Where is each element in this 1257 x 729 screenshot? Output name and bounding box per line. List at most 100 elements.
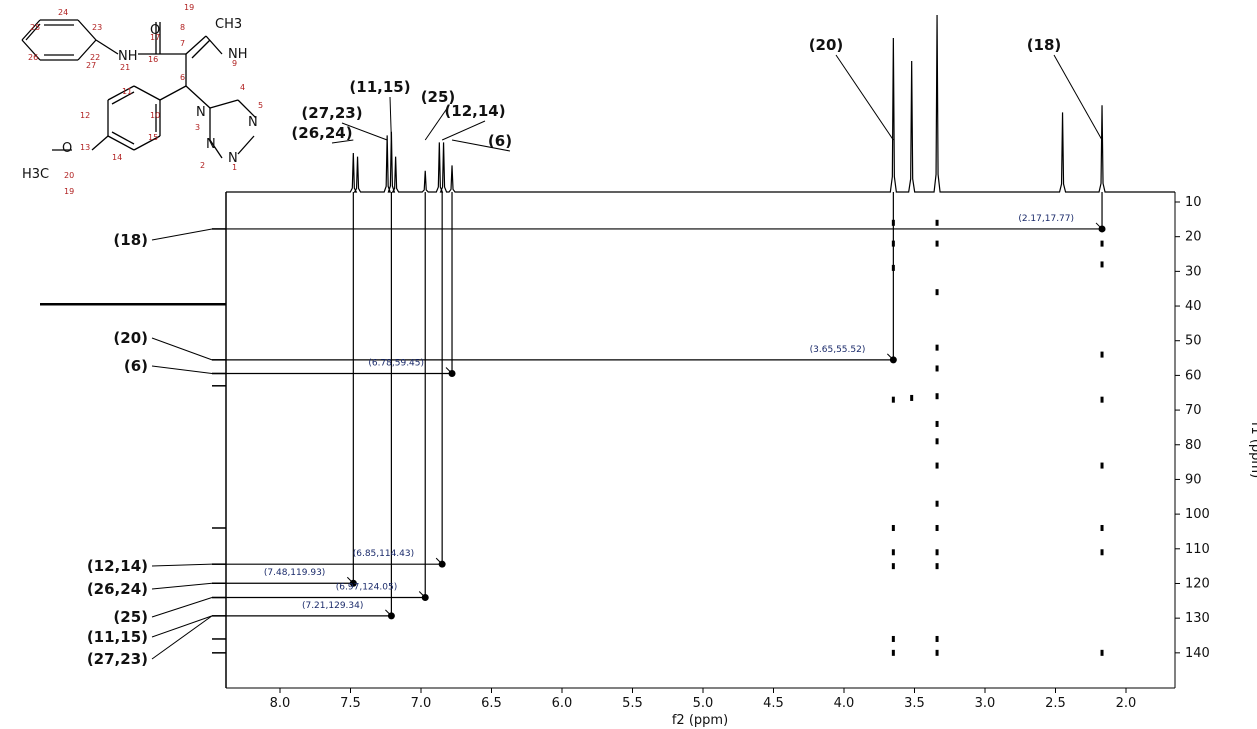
atom-number: 9 [232, 59, 237, 68]
cross-peak-artifact [1100, 240, 1104, 247]
cross-peak-coordinate-label: (7.21,129.34) [302, 601, 363, 611]
carbon-peak-pointer [151, 615, 213, 638]
atom-number: 7 [180, 39, 185, 48]
chemical-bond [159, 85, 187, 101]
atom-label: CH3 [215, 17, 242, 32]
chemical-bond [107, 135, 135, 151]
carbon-peak-label: (18) [113, 231, 148, 249]
cross-peak-pointer [346, 576, 352, 582]
atom-label: NH [118, 49, 138, 64]
chemical-bond [77, 39, 97, 61]
cross-peak-coordinate-label: (6.78,59.45) [368, 358, 424, 368]
cross-peak-artifact [935, 240, 939, 247]
y-tick-label: 50 [1185, 334, 1202, 349]
y-tick-label: 140 [1185, 646, 1210, 661]
proton-peak-label: (11,15) [349, 78, 410, 96]
y-tick-label: 40 [1185, 299, 1202, 314]
hsqc-cross-peak [349, 579, 357, 587]
chemical-bond [133, 135, 161, 151]
chemical-bond [191, 39, 211, 59]
carbon-peak-pointer [151, 615, 213, 660]
carbon-peak-label: (25) [113, 608, 148, 626]
cross-peak-pointer [886, 353, 892, 359]
atom-number: 5 [258, 101, 263, 110]
chemical-bond [237, 99, 257, 119]
atom-label: NH [228, 47, 248, 62]
atom-label: N [228, 151, 238, 166]
cross-peak-artifact [935, 344, 939, 351]
cross-peak-coordinate-label: (6.97,124.05) [336, 583, 397, 593]
x-tick-label: 4.5 [763, 696, 784, 711]
cross-peak-artifact [935, 635, 939, 642]
atom-number: 24 [58, 8, 68, 17]
y-tick-label: 70 [1185, 403, 1202, 418]
cross-peak-artifact [1100, 261, 1104, 268]
carbon-peak-label: (11,15) [87, 628, 148, 646]
chemical-bond [205, 35, 223, 55]
atom-number: 19 [184, 3, 194, 12]
chemical-bond [77, 19, 97, 41]
proton-peak-label: (12,14) [444, 102, 505, 120]
carbon-peak-pointer [151, 563, 213, 567]
atom-label: N [206, 137, 216, 152]
atom-label: O [150, 23, 160, 38]
chemical-bond [185, 35, 207, 55]
atom-number: 23 [92, 23, 102, 32]
proton-peak-label: (6) [488, 132, 512, 150]
chemical-bond [209, 139, 223, 159]
cross-peak-artifact [1100, 462, 1104, 469]
y-axis-label: f1 (ppm) [1248, 422, 1257, 478]
cross-peak-pointer [385, 609, 390, 615]
proton-peak-pointer [331, 139, 354, 144]
chemical-bond [111, 131, 135, 145]
x-tick-label: 5.5 [622, 696, 643, 711]
hsqc-cross-peak [889, 356, 897, 364]
atom-number: 3 [195, 123, 200, 132]
atom-number: 10 [150, 111, 160, 120]
x-tick-label: 3.0 [975, 696, 996, 711]
cross-peak-artifact [935, 549, 939, 556]
chemical-bond [237, 135, 255, 155]
proton-peak-pointer [441, 120, 486, 141]
y-tick-label: 90 [1185, 472, 1202, 487]
atom-label: N [196, 105, 206, 120]
atom-number: 4 [240, 83, 245, 92]
cross-peak-artifact [935, 563, 939, 570]
cross-peak-artifact [935, 219, 939, 226]
atom-number: 12 [80, 111, 90, 120]
proton-peak-label: (20) [809, 36, 844, 54]
cross-peak-artifact [1100, 524, 1104, 531]
atom-number: 6 [180, 73, 185, 82]
atom-number: 20 [64, 171, 74, 180]
cross-peak-artifact [891, 549, 895, 556]
y-tick-label: 60 [1185, 368, 1202, 383]
cross-peak-artifact [935, 289, 939, 296]
proton-peak-label: (25) [421, 88, 456, 106]
chemical-bond [91, 135, 109, 151]
chemical-bond [185, 85, 211, 109]
proton-peak-pointer [451, 139, 511, 152]
cross-peak-artifact [935, 438, 939, 445]
atom-number: 11 [122, 87, 132, 96]
proton-peak-pointer [341, 122, 388, 141]
atom-number: 26 [28, 53, 38, 62]
atom-number: 19 [64, 187, 74, 196]
chemical-bond [133, 85, 161, 101]
chemical-bond [21, 39, 41, 61]
chemical-bond [21, 19, 41, 41]
chemical-bond [95, 39, 119, 55]
atom-number: 16 [148, 55, 158, 64]
hsqc-cross-peak [448, 369, 456, 377]
hsqc-cross-peak [1098, 225, 1106, 233]
proton-peak-label: (26,24) [291, 124, 352, 142]
y-tick-label: 20 [1185, 230, 1202, 245]
carbon-peak-label: (27,23) [87, 650, 148, 668]
x-tick-label: 5.0 [693, 696, 714, 711]
cross-peak-coordinate-label: (7.48,119.93) [264, 568, 325, 578]
y-tick-label: 10 [1185, 195, 1202, 210]
chemical-bond [111, 91, 135, 105]
cross-peak-artifact [1100, 396, 1104, 403]
atom-number: 8 [180, 23, 185, 32]
atom-number: 1 [232, 163, 237, 172]
cross-peak-artifact [935, 524, 939, 531]
